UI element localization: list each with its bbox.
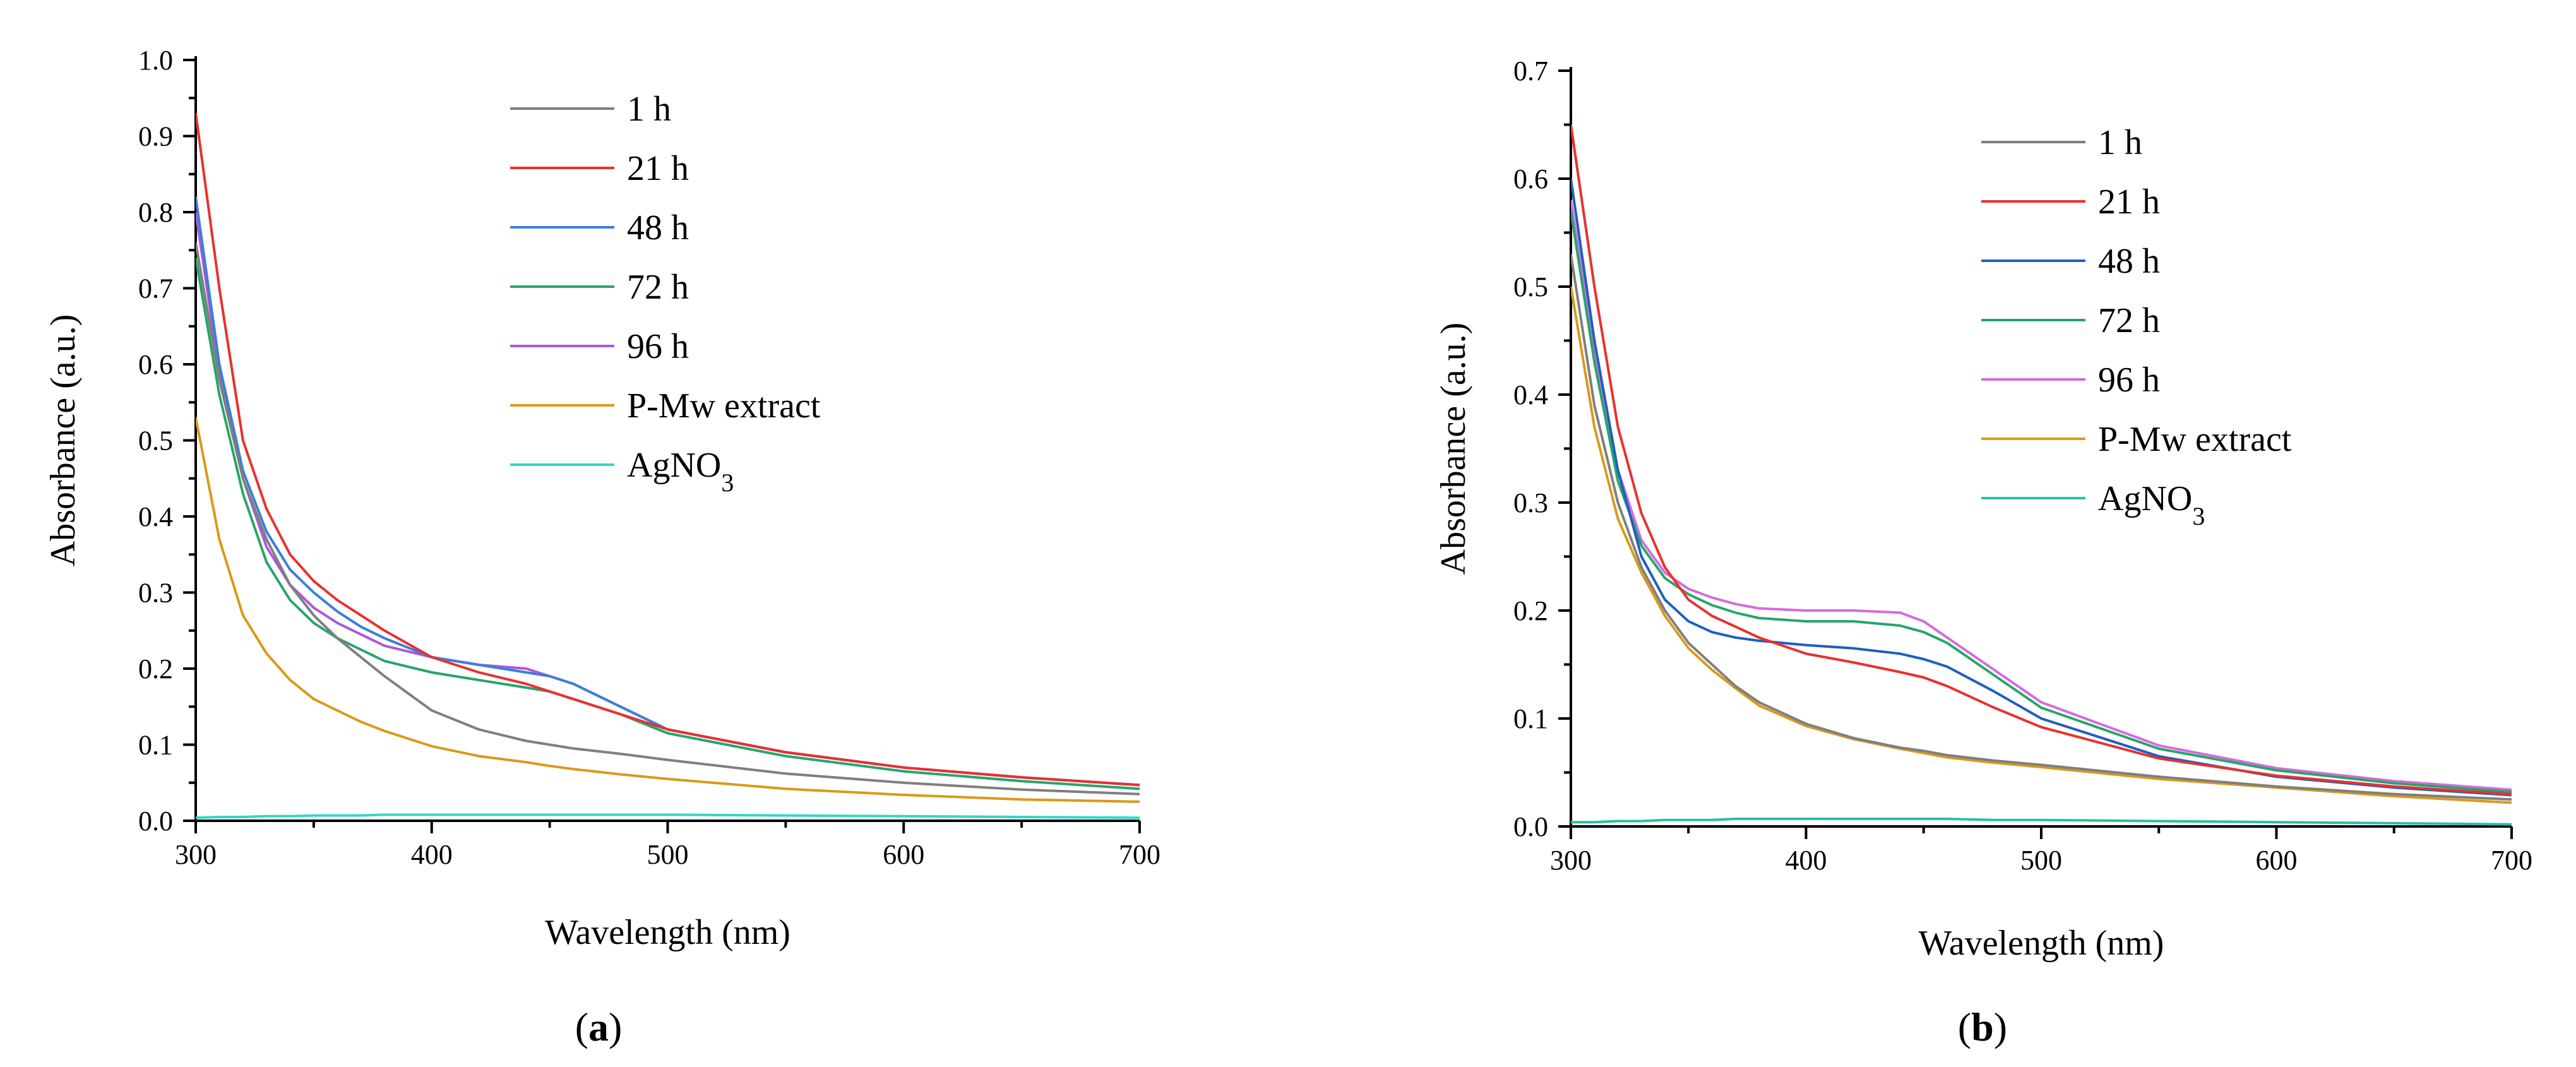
legend: 1 h 21 h 48 h 72 h 96 h P-Mw extract AgNO3 <box>1981 123 2292 530</box>
legend-label: 72 h <box>2098 301 2160 340</box>
y-tick-label: 0.5 <box>138 426 173 456</box>
y-axis-title: Absorbance (a.u.) <box>1434 323 1473 575</box>
x-tick-label: 700 <box>1119 839 1160 870</box>
x-tick-label: 400 <box>1786 845 1827 876</box>
legend-label-subscript: 3 <box>721 468 734 497</box>
series-line-96-h <box>1571 200 2512 791</box>
x-tick-label: 700 <box>2491 845 2532 876</box>
y-tick-label: 0.4 <box>1513 379 1548 410</box>
legend-label: P-Mw extract <box>2098 420 2292 459</box>
y-tick-label: 0.6 <box>1513 164 1548 194</box>
legend-label: 48 h <box>2098 242 2160 281</box>
y-tick-label: 0.3 <box>1513 487 1548 518</box>
y-tick-label: 0.1 <box>1513 703 1548 734</box>
series-group <box>1571 124 2512 826</box>
legend-label: 72 h <box>627 268 689 307</box>
y-tick-label: 1.0 <box>138 45 173 76</box>
x-tick-label: 500 <box>647 839 689 870</box>
series-line-1-h <box>1571 254 2512 801</box>
legend-label: 48 h <box>627 208 689 247</box>
y-tick-label: 0.0 <box>1513 811 1548 842</box>
x-tick-label: 300 <box>175 839 217 870</box>
legend-label: 1 h <box>2098 123 2142 162</box>
x-tick-label: 600 <box>2256 845 2298 876</box>
x-tick-label: 500 <box>2020 845 2062 876</box>
legend-label: AgNO3 <box>2098 479 2205 530</box>
series-line-21-h <box>196 113 1140 787</box>
legend-label: 96 h <box>2098 361 2160 400</box>
y-tick-label: 0.4 <box>138 501 173 532</box>
x-axis-title: Wavelength (nm) <box>1919 924 2164 963</box>
series-line-48-h <box>1571 178 2512 797</box>
y-axis-title: Absorbance (a.u.) <box>44 314 83 567</box>
chart-panel-a: 300 400 500 600 700 0.0 0.1 0.2 0.3 0.4 0.5 0.6 0.7 0… <box>44 45 1160 1049</box>
legend-label: 96 h <box>627 327 689 366</box>
panel-label: (b) <box>1958 1004 2007 1049</box>
series-line-72-h <box>196 257 1140 790</box>
y-tick-label: 0.9 <box>138 121 173 152</box>
legend-label: AgNO3 <box>627 446 734 497</box>
series-line-agno3 <box>196 813 1140 820</box>
y-tick-label: 0.7 <box>138 273 173 304</box>
legend-label-subscript: 3 <box>2192 502 2205 530</box>
series-line-72-h <box>1571 210 2512 794</box>
y-tick-label: 0.7 <box>1513 56 1548 86</box>
y-tick-label: 0.6 <box>138 349 173 380</box>
y-tick-label: 0.2 <box>1513 595 1548 626</box>
series-line-21-h <box>1571 124 2512 796</box>
series-line-p-mw-extract <box>1571 286 2512 804</box>
x-axis-title: Wavelength (nm) <box>545 913 790 952</box>
x-tick-label: 300 <box>1550 845 1592 876</box>
series-group <box>196 113 1140 820</box>
legend-label: 1 h <box>627 90 671 129</box>
y-tick-label: 0.0 <box>138 806 173 837</box>
legend-label: 21 h <box>2098 182 2160 222</box>
y-tick-label: 0.2 <box>138 653 173 684</box>
x-tick-label: 400 <box>411 839 453 870</box>
x-tick-label: 600 <box>883 839 924 870</box>
y-tick-label: 0.3 <box>138 578 173 609</box>
legend: 1 h 21 h 48 h 72 h 96 h P-Mw extract AgNO3 <box>510 90 821 497</box>
series-line-agno3 <box>1571 818 2512 826</box>
chart-panel-b: 300 400 500 600 700 0.0 0.1 0.2 0.3 0.4 0.5 0.6 0.7 W… <box>1434 56 2532 1049</box>
legend-label: P-Mw extract <box>627 386 821 426</box>
y-tick-label: 0.5 <box>1513 271 1548 302</box>
legend-label: 21 h <box>627 149 689 188</box>
series-line-p-mw-extract <box>196 417 1140 803</box>
panel-label: (a) <box>575 1004 623 1049</box>
y-tick-label: 0.1 <box>138 730 173 761</box>
y-tick-label: 0.8 <box>138 197 173 228</box>
series-line-1-h <box>196 242 1140 796</box>
